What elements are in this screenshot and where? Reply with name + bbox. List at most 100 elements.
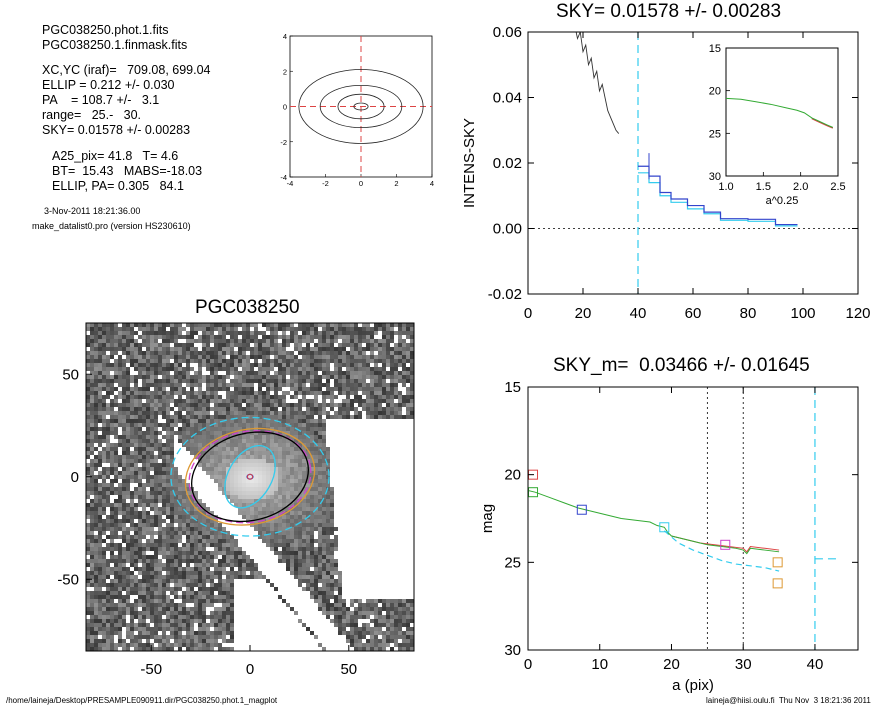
image-pixel [146,615,150,619]
image-pixel [330,387,334,391]
image-pixel [110,611,114,615]
image-pixel [270,419,274,423]
image-pixel [94,491,98,495]
image-pixel [290,323,294,327]
image-pixel [94,387,98,391]
image-pixel [86,379,90,383]
image-pixel [402,607,406,611]
image-pixel [250,447,254,451]
image-pixel [370,351,374,355]
mag-xtick-label: 0 [524,656,532,673]
image-pixel [110,363,114,367]
image-pixel [306,551,310,555]
image-pixel [130,631,134,635]
image-pixel [266,443,270,447]
image-pixel [398,343,402,347]
image-pixel [174,335,178,339]
image-pixel [322,399,326,403]
image-pixel [270,467,274,471]
image-pixel [278,399,282,403]
image-pixel [102,323,106,327]
image-pixel [274,347,278,351]
image-pixel [310,431,314,435]
image-pixel [94,463,98,467]
image-pixel [94,635,98,639]
image-pixel [174,579,178,583]
image-pixel [298,579,302,583]
image-pixel [94,435,98,439]
image-pixel [286,559,290,563]
image-pixel [202,467,206,471]
image-pixel [322,395,326,399]
image-pixel [90,603,94,607]
image-pixel [186,367,190,371]
image-pixel [214,547,218,551]
image-pixel [230,339,234,343]
image-pixel [298,531,302,535]
image-pixel [122,547,126,551]
image-pixel [382,387,386,391]
image-pixel [166,571,170,575]
image-pixel [118,363,122,367]
image-pixel [130,347,134,351]
image-pixel [402,331,406,335]
image-pixel [330,543,334,547]
image-pixel [242,343,246,347]
image-pixel [410,395,414,399]
image-pixel [266,459,270,463]
image-pixel [270,335,274,339]
image-pixel [302,559,306,563]
image-pixel [114,475,118,479]
image-pixel [250,391,254,395]
image-pixel [278,551,282,555]
image-pixel [242,459,246,463]
image-pixel [290,559,294,563]
image-pixel [126,507,130,511]
image-pixel [170,475,174,479]
image-pixel [150,519,154,523]
image-pixel [378,355,382,359]
image-pixel [342,371,346,375]
image-pixel [130,439,134,443]
image-pixel [326,535,330,539]
image-pixel [254,375,258,379]
image-pixel [258,419,262,423]
image-pixel [274,351,278,355]
image-pixel [194,567,198,571]
image-pixel [138,527,142,531]
image-pixel [122,351,126,355]
image-pixel [110,355,114,359]
image-pixel [294,527,298,531]
image-pixel [262,523,266,527]
contour-xtick-label: 0 [359,179,363,188]
image-pixel [246,491,250,495]
image-pixel [110,463,114,467]
image-pixel [218,459,222,463]
image-pixel [278,343,282,347]
image-pixel [158,431,162,435]
image-pixel [178,535,182,539]
image-pixel [274,355,278,359]
image-pixel [258,431,262,435]
image-pixel [230,575,234,579]
image-pixel [94,347,98,351]
image-pixel [118,599,122,603]
image-pixel [398,415,402,419]
image-pixel [126,483,130,487]
image-pixel [294,499,298,503]
image-pixel [106,615,110,619]
image-pixel [214,615,218,619]
image-pixel [270,459,274,463]
image-pixel [250,515,254,519]
image-pixel [106,619,110,623]
image-pixel [170,415,174,419]
image-pixel [390,351,394,355]
image-pixel [386,599,390,603]
image-pixel [110,631,114,635]
image-pixel [250,363,254,367]
image-pixel [318,475,322,479]
image-pixel [226,463,230,467]
image-pixel [242,507,246,511]
image-pixel [246,563,250,567]
image-pixel [214,395,218,399]
